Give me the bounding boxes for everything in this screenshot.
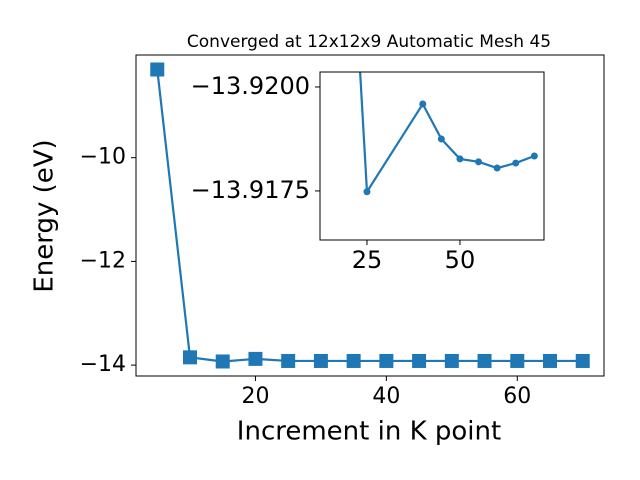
axes-frame: [319, 71, 545, 241]
plot-content: [150, 62, 590, 369]
plot-content: [359, 72, 538, 196]
x-tick-label: 50: [445, 246, 476, 274]
data-marker: [477, 353, 492, 368]
y-axis-label: Energy (eV): [30, 139, 60, 292]
x-tick-label: 40: [372, 384, 400, 409]
data-marker: [281, 353, 296, 368]
x-axis-label: Increment in K point: [237, 417, 501, 447]
data-marker: [444, 353, 459, 368]
data-marker: [510, 353, 525, 368]
data-marker: [543, 353, 557, 368]
data-marker: [363, 188, 371, 196]
data-marker: [575, 353, 590, 368]
data-marker: [150, 62, 165, 77]
data-marker: [346, 353, 361, 368]
data-marker: [412, 353, 427, 368]
y-tick-label: −13.9175: [191, 176, 310, 204]
y-tick-label: −13.9200: [191, 72, 310, 100]
x-tick-label: 25: [352, 246, 383, 274]
data-marker: [456, 155, 464, 163]
data-marker: [493, 164, 501, 172]
data-marker: [512, 159, 520, 167]
data-marker: [419, 100, 427, 108]
chart-title: Converged at 12x12x9 Automatic Mesh 45: [187, 32, 551, 52]
data-marker: [437, 135, 445, 143]
plot-area: [320, 72, 544, 240]
data-marker: [530, 152, 538, 160]
data-marker: [475, 158, 483, 166]
data-marker: [183, 350, 197, 365]
data-marker: [379, 353, 394, 368]
y-tick-label: −14: [80, 352, 126, 377]
data-marker: [248, 351, 263, 366]
x-tick-label: 20: [241, 384, 269, 409]
y-tick-label: −10: [80, 145, 126, 170]
x-tick-label: 60: [503, 384, 531, 409]
data-marker: [215, 354, 230, 369]
y-tick-label: −12: [80, 248, 126, 273]
data-marker: [313, 353, 328, 368]
axes-frame: [135, 54, 605, 377]
